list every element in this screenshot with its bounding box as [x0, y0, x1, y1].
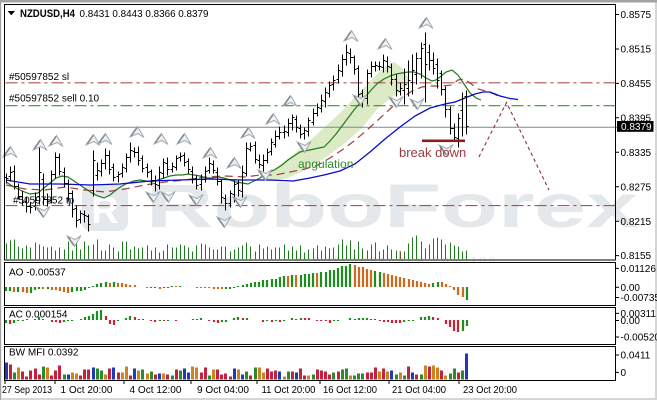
svg-text:27 Sep 2013: 27 Sep 2013	[2, 385, 52, 396]
svg-text:-0.00520: -0.00520	[621, 333, 657, 344]
svg-text:0.8215: 0.8215	[621, 217, 652, 228]
svg-text:4 Oct 12:00: 4 Oct 12:00	[130, 385, 182, 396]
svg-text:0.0411: 0.0411	[621, 351, 651, 362]
svg-text:9 Oct 04:00: 9 Oct 04:00	[197, 385, 249, 396]
svg-text:0.01126: 0.01126	[621, 264, 657, 275]
svg-text:0.8379: 0.8379	[621, 122, 652, 133]
svg-text:NZDUSD,H4: NZDUSD,H4	[20, 8, 76, 20]
svg-text:#50597852 sl: #50597852 sl	[9, 72, 69, 83]
svg-text:0.8431 0.8443 0.8366 0.8379: 0.8431 0.8443 0.8366 0.8379	[80, 9, 209, 20]
svg-text:СЛУЧАЙНЫЙ СЕРВИС: СЛУЧАЙНЫЙ СЕРВИС	[345, 367, 465, 376]
svg-text:angulation: angulation	[298, 157, 353, 171]
svg-text:1 Oct 20:00: 1 Oct 20:00	[61, 385, 113, 396]
svg-text:break down: break down	[399, 145, 466, 160]
svg-text:0.00311: 0.00311	[621, 309, 657, 320]
svg-text:21 Oct 04:00: 21 Oct 04:00	[392, 385, 446, 396]
svg-text:BW MFI 0.0392: BW MFI 0.0392	[9, 348, 79, 359]
svg-text:0.8395: 0.8395	[621, 113, 652, 124]
svg-text:#50597852 sell 0.10: #50597852 sell 0.10	[9, 94, 100, 105]
svg-text:0.00: 0.00	[621, 316, 641, 327]
svg-text:0.8575: 0.8575	[621, 10, 652, 21]
svg-text:0: 0	[621, 368, 627, 379]
svg-text:-0.00735: -0.00735	[621, 293, 657, 304]
svg-text:0.8335: 0.8335	[621, 148, 652, 159]
svg-text:0.8455: 0.8455	[621, 79, 652, 90]
svg-text:AC 0.000154: AC 0.000154	[9, 310, 68, 321]
svg-text:0.00: 0.00	[621, 283, 641, 294]
svg-text:0.8515: 0.8515	[621, 45, 652, 56]
svg-text:AO -0.00537: AO -0.00537	[9, 268, 66, 279]
svg-text:11 Oct 20:00: 11 Oct 20:00	[262, 385, 316, 396]
svg-text:0.8275: 0.8275	[621, 182, 652, 193]
svg-text:R: R	[91, 190, 118, 232]
svg-text:16 Oct 12:00: 16 Oct 12:00	[323, 385, 377, 396]
svg-text:23 Oct 20:00: 23 Oct 20:00	[463, 385, 517, 396]
svg-text:0.8155: 0.8155	[621, 251, 652, 262]
